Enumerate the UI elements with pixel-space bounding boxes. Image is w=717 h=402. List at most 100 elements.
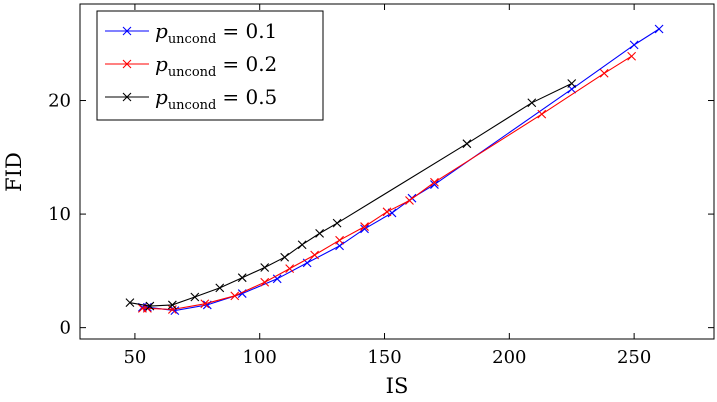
legend-marker <box>122 26 132 36</box>
data-point <box>629 40 639 50</box>
data-point <box>125 298 135 308</box>
data-point <box>215 283 225 293</box>
series-1 <box>138 24 664 315</box>
marker-stroke <box>122 92 132 102</box>
legend-value: = 0.1 <box>222 19 277 43</box>
x-tick-label: 50 <box>123 347 146 368</box>
legend-label: puncond = 0.2 <box>155 52 277 80</box>
marker-stroke <box>527 98 537 108</box>
data-point <box>599 68 609 78</box>
data-point <box>310 250 320 260</box>
marker-stroke <box>537 109 547 119</box>
marker-stroke <box>200 299 210 309</box>
data-point <box>430 177 439 187</box>
x-tick-label: 150 <box>367 347 401 368</box>
marker-stroke <box>332 218 342 228</box>
legend-value: = 0.2 <box>222 52 277 76</box>
legend-symbol: p <box>155 85 168 109</box>
data-point <box>430 180 439 189</box>
data-point <box>167 300 177 310</box>
data-point <box>360 222 369 231</box>
data-point <box>297 240 307 250</box>
marker-stroke <box>122 26 132 36</box>
marker-stroke <box>387 208 397 218</box>
data-point <box>260 277 270 287</box>
marker-stroke <box>170 306 180 315</box>
series-layer <box>125 24 664 315</box>
marker-stroke <box>360 224 369 234</box>
data-point <box>190 292 200 302</box>
series-2 <box>138 51 637 314</box>
x-axis-title: IS <box>386 374 409 398</box>
data-point <box>537 109 547 119</box>
legend-item: puncond = 0.1 <box>105 19 277 47</box>
marker-stroke <box>230 291 240 301</box>
data-point <box>145 301 155 311</box>
marker-stroke <box>302 258 312 268</box>
series-line <box>129 83 572 307</box>
series-line <box>142 55 632 311</box>
y-tick-label: 10 <box>48 204 71 225</box>
marker-stroke <box>297 240 307 250</box>
data-point <box>462 139 472 149</box>
marker-stroke <box>430 177 439 187</box>
data-point <box>315 229 325 238</box>
legend-symbol: p <box>155 19 168 43</box>
data-point <box>335 235 344 245</box>
marker-stroke <box>143 302 152 312</box>
marker-stroke <box>462 139 472 149</box>
data-point <box>527 98 537 108</box>
marker-stroke <box>145 301 155 311</box>
marker-stroke <box>260 277 270 287</box>
data-point <box>143 302 152 312</box>
marker-stroke <box>654 24 664 34</box>
legend-label: puncond = 0.5 <box>155 85 277 113</box>
marker-stroke <box>627 51 637 61</box>
marker-stroke <box>285 264 295 273</box>
legend-subscript: uncond <box>168 32 217 47</box>
marker-stroke <box>360 222 369 231</box>
marker-stroke <box>272 274 282 284</box>
legend-item: puncond = 0.2 <box>105 52 277 80</box>
data-point <box>200 299 210 309</box>
marker-stroke <box>430 180 439 189</box>
marker-stroke <box>190 292 200 302</box>
y-tick-label: 20 <box>48 91 71 112</box>
x-tick-label: 200 <box>492 347 526 368</box>
marker-stroke <box>315 229 325 238</box>
data-point <box>332 218 342 228</box>
legend-symbol: p <box>155 52 168 76</box>
data-point <box>230 291 240 301</box>
y-axis-title: FID <box>2 152 26 192</box>
y-tick-label: 0 <box>60 318 71 339</box>
x-tick-label: 100 <box>243 347 277 368</box>
legend-label: puncond = 0.1 <box>155 19 277 47</box>
marker-stroke <box>382 207 392 217</box>
x-tick-label: 250 <box>617 347 651 368</box>
legend-item: puncond = 0.5 <box>105 85 277 113</box>
series-3 <box>125 79 577 311</box>
legend-marker <box>122 92 132 102</box>
data-point <box>405 196 414 205</box>
marker-stroke <box>167 300 177 310</box>
marker-stroke <box>122 59 132 69</box>
marker-stroke <box>125 298 135 308</box>
marker-stroke <box>335 235 344 245</box>
data-point <box>167 305 177 314</box>
marker-stroke <box>405 196 414 205</box>
marker-stroke <box>310 250 320 260</box>
data-point <box>272 274 282 284</box>
marker-stroke <box>599 68 609 78</box>
legend-subscript: uncond <box>168 98 217 113</box>
data-point <box>237 273 247 283</box>
legend-value: = 0.5 <box>222 85 277 109</box>
data-point <box>654 24 664 34</box>
marker-stroke <box>567 79 577 88</box>
plot-frame <box>79 3 715 340</box>
data-point <box>627 51 637 61</box>
data-point <box>285 264 295 273</box>
data-point <box>260 263 270 272</box>
legend-marker <box>122 59 132 69</box>
